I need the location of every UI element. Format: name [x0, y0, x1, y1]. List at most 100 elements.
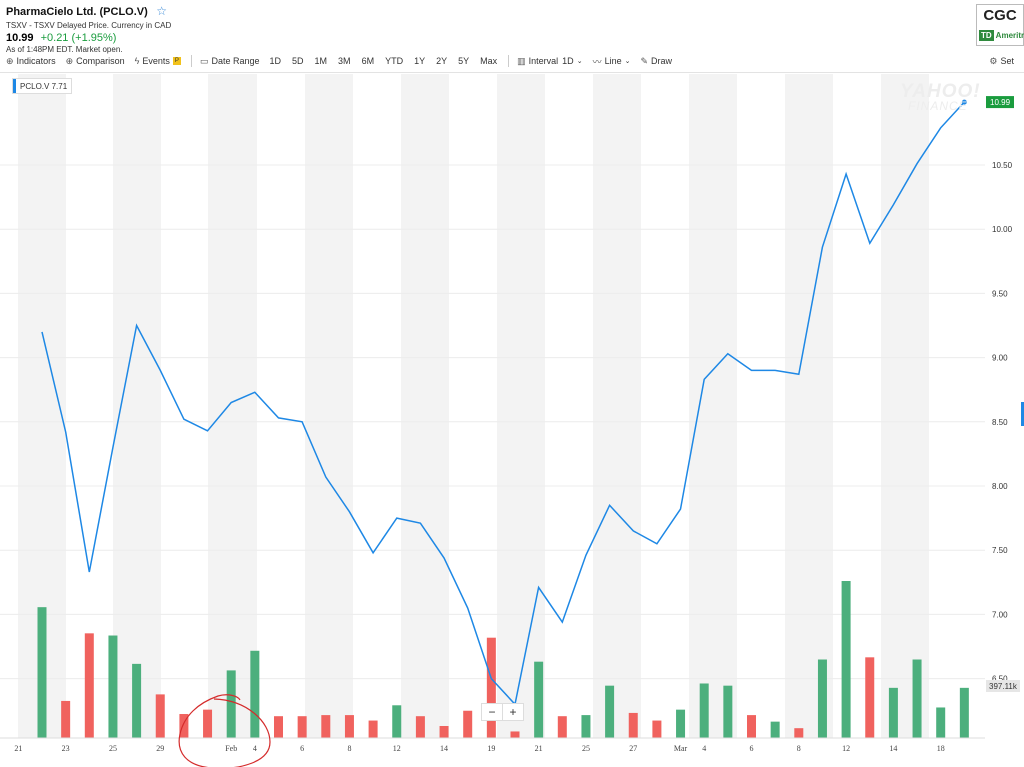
- range-max[interactable]: Max: [480, 56, 498, 66]
- current-price: 10.99: [6, 32, 34, 44]
- volume-bar: [297, 716, 307, 738]
- x-tick-label: 12: [842, 744, 850, 753]
- volume-bar: [463, 710, 473, 738]
- series-legend[interactable]: PCLO.V 7.71: [12, 78, 73, 94]
- volume-bar: [439, 726, 449, 738]
- y-tick-label: 10.00: [992, 225, 1013, 234]
- y-tick-label: 8.00: [992, 482, 1008, 491]
- market-status: As of 1:48PM EDT. Market open.: [6, 45, 123, 54]
- volume-bar: [510, 731, 520, 738]
- legend-label: PCLO.V 7.71: [20, 81, 68, 91]
- x-tick-label: 14: [889, 744, 897, 753]
- date-range-label: Date Range: [211, 56, 260, 66]
- td-logo: TD: [979, 30, 994, 41]
- x-tick-label: 6: [750, 744, 754, 753]
- side-panel-tab[interactable]: [1021, 402, 1024, 426]
- week-shade-band: [208, 74, 257, 738]
- range-1y[interactable]: 1Y: [414, 56, 426, 66]
- plus-circle-icon: ⊕: [65, 55, 74, 66]
- volume-bar: [605, 685, 615, 738]
- last-price-badge: [986, 96, 1014, 109]
- legend-color-swatch: [13, 79, 16, 93]
- price-change: +0.21 (+1.95%): [40, 32, 117, 44]
- y-tick-label: 8.50: [992, 418, 1008, 427]
- comparison-button[interactable]: ⊕ Comparison: [66, 56, 125, 67]
- x-tick-label: 8: [347, 744, 351, 753]
- events-badge: P: [172, 57, 181, 65]
- toolbar-divider: [508, 55, 510, 67]
- volume-bar: [486, 637, 496, 738]
- quote-header: PharmaCielo Ltd. (PCLO.V) ☆ TSXV - TSXV …: [6, 2, 171, 54]
- x-tick-label: 14: [440, 744, 448, 753]
- events-label: Events: [142, 56, 170, 66]
- x-tick-label: 21: [535, 744, 543, 753]
- toolbar-divider-line: [0, 72, 1024, 73]
- ad-banner[interactable]: CGC TD Ameritr: [976, 4, 1024, 46]
- volume-bar: [415, 716, 425, 738]
- x-tick-label: 19: [487, 744, 495, 753]
- zoom-out-button[interactable]: −: [488, 705, 496, 719]
- week-shade-band: [497, 74, 545, 738]
- interval-value: 1D: [562, 56, 574, 66]
- volume-bar: [912, 659, 922, 738]
- watchlist-star-icon[interactable]: ☆: [156, 4, 168, 18]
- volume-bar: [179, 714, 189, 738]
- range-6m[interactable]: 6M: [361, 56, 375, 66]
- plus-circle-icon: ⊕: [6, 55, 14, 66]
- volume-bar: [817, 659, 827, 738]
- events-button[interactable]: ϟ Events P: [135, 56, 181, 66]
- volume-bar: [274, 716, 283, 738]
- volume-bar: [534, 661, 544, 738]
- settings-button[interactable]: ⚙ Set: [989, 56, 1014, 67]
- volume-label: 397.11k: [989, 682, 1018, 691]
- zoom-in-button[interactable]: +: [502, 704, 523, 720]
- volume-bar: [203, 709, 213, 738]
- range-5y[interactable]: 5Y: [458, 56, 470, 66]
- range-3m[interactable]: 3M: [338, 56, 351, 66]
- price-line: [41, 101, 965, 706]
- volume-bar: [723, 685, 733, 738]
- volume-bar: [888, 687, 898, 738]
- x-tick-label: 18: [937, 744, 945, 753]
- weekend-shading: [18, 74, 929, 738]
- interval-label: Interval: [528, 56, 559, 66]
- y-tick-label: 10.50: [992, 161, 1013, 170]
- y-tick-label: 7.00: [992, 610, 1008, 619]
- volume-bar: [865, 657, 875, 738]
- x-tick-label: 8: [797, 744, 801, 753]
- chevron-down-icon: ⌄: [624, 58, 631, 65]
- indicators-button[interactable]: ⊕ Indicators: [6, 56, 56, 67]
- volume-bar: [699, 683, 709, 738]
- calendar-icon: ▭: [199, 55, 209, 66]
- last-price-label: 10.99: [990, 98, 1011, 107]
- y-tick-label: 6.50: [992, 675, 1008, 684]
- interval-icon: ▥: [517, 55, 526, 66]
- ad-brand-text: Ameritr: [995, 31, 1024, 40]
- interval-dropdown[interactable]: ▥ Interval 1D ⌄: [517, 56, 582, 67]
- draw-button[interactable]: ✎ Draw: [640, 56, 672, 67]
- chart-type-dropdown[interactable]: 〰 Line ⌄: [593, 55, 631, 68]
- volume-bars: [37, 581, 969, 738]
- stock-name: PharmaCielo Ltd. (PCLO.V): [6, 6, 148, 18]
- volume-bar: [794, 728, 804, 738]
- volume-bar: [84, 633, 94, 738]
- range-2y[interactable]: 2Y: [436, 56, 448, 66]
- x-tick-label: 23: [62, 744, 70, 753]
- x-tick-label: 27: [629, 744, 637, 753]
- chevron-down-icon: ⌄: [576, 58, 583, 65]
- range-1d[interactable]: 1D: [269, 56, 282, 66]
- chart-toolbar: ⊕ Indicators ⊕ Comparison ϟ Events P ▭ D…: [0, 52, 1024, 70]
- x-tick-label: 4: [253, 744, 257, 753]
- date-range-button[interactable]: ▭ Date Range: [200, 56, 260, 67]
- x-tick-label: Mar: [674, 744, 688, 753]
- volume-badge: [986, 680, 1020, 692]
- week-shade-band: [401, 74, 449, 738]
- range-ytd[interactable]: YTD: [385, 56, 404, 66]
- volume-bar: [936, 707, 946, 738]
- toolbar-divider: [190, 55, 192, 67]
- range-5d[interactable]: 5D: [292, 56, 304, 66]
- volume-bar: [652, 720, 662, 738]
- range-1m[interactable]: 1M: [314, 56, 328, 66]
- x-axis: 21 23 25 29 Feb 4 6 8 12 14 19 21 25 27 Mar 4 6 8 12 14 18: [0, 737, 985, 753]
